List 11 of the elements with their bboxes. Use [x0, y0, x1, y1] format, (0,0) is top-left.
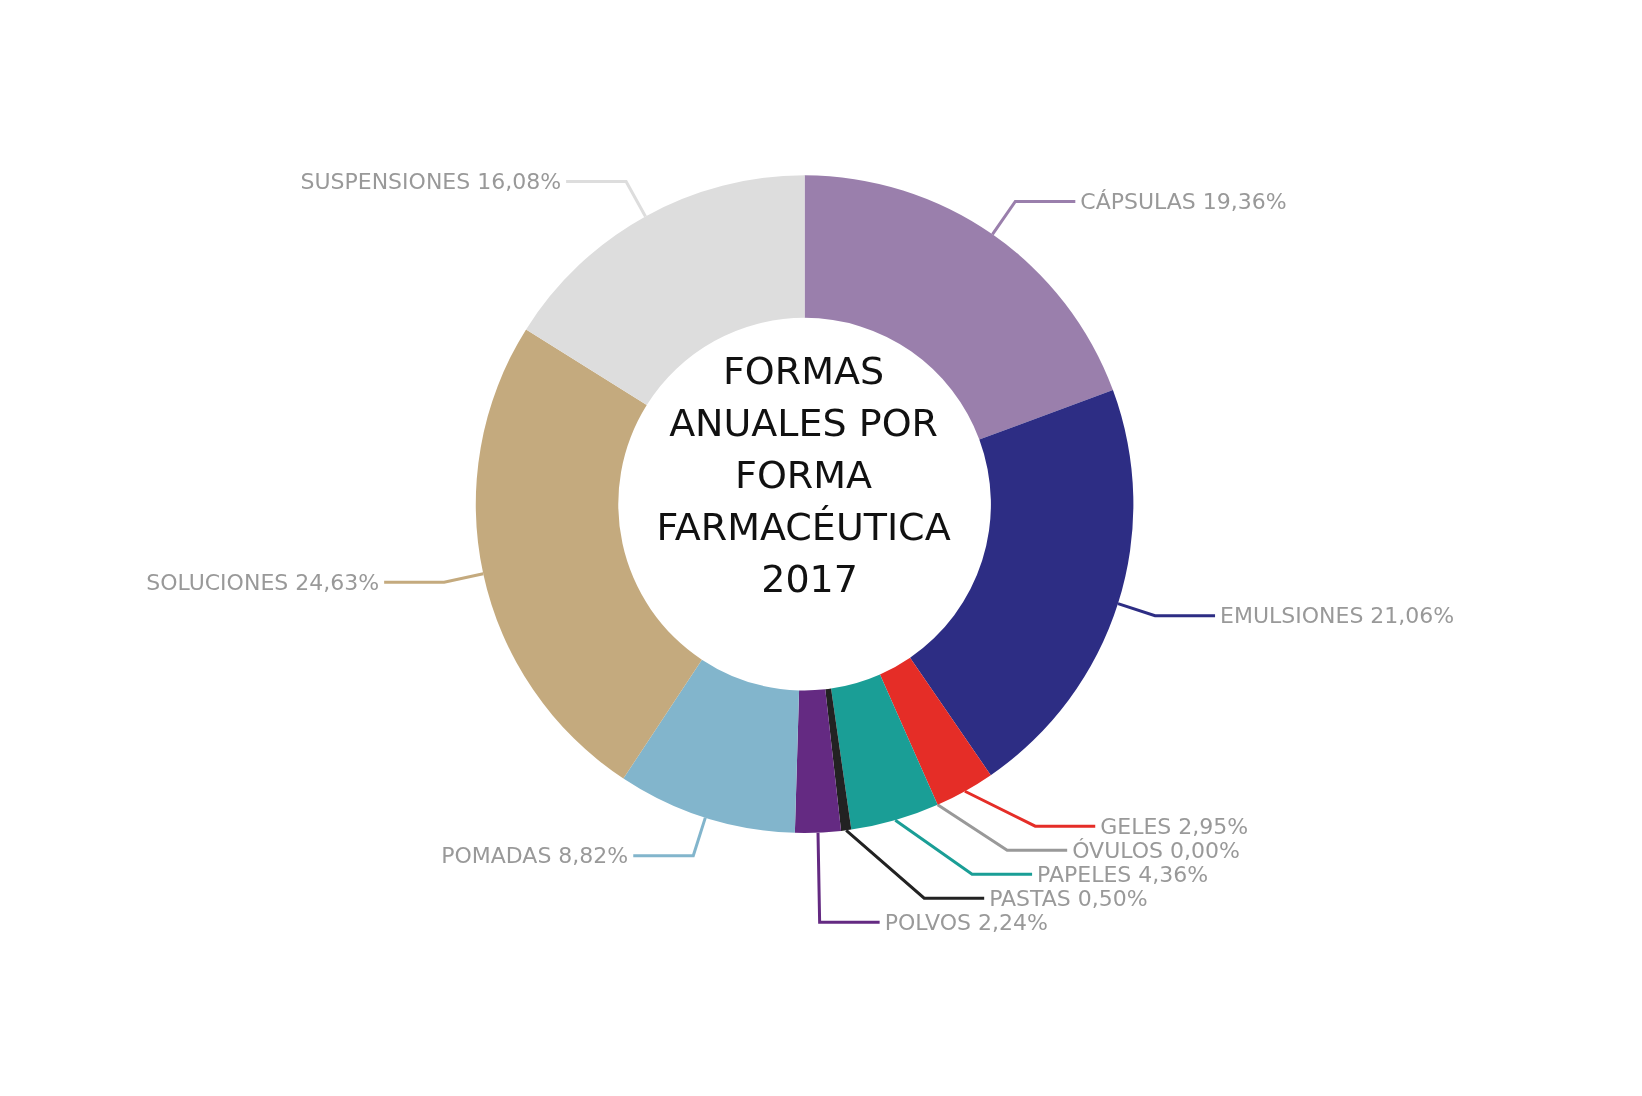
- text: FORMAS ANUALES POR FORMA FARMACÉUTICA 2017: [656, 348, 963, 601]
- slice-label: POLVOS 2,24%: [884, 909, 1048, 935]
- slice-label: PAPELES 4,36%: [1037, 861, 1209, 887]
- slice-label: POMADAS 8,82%: [441, 843, 629, 869]
- slice-label: SUSPENSIONES 16,08%: [300, 168, 562, 194]
- slice-label: PASTAS 0,50%: [989, 885, 1148, 911]
- slice-label: EMULSIONES 21,06%: [1220, 603, 1455, 629]
- category-label: ÓVULOS 0,00%: [1072, 837, 1240, 863]
- slice-label: SOLUCIONES 24,63%: [146, 569, 380, 595]
- slice-label: CÁPSULAS 19,36%: [1080, 189, 1287, 214]
- slice-label: GELES 2,95%: [1100, 813, 1249, 839]
